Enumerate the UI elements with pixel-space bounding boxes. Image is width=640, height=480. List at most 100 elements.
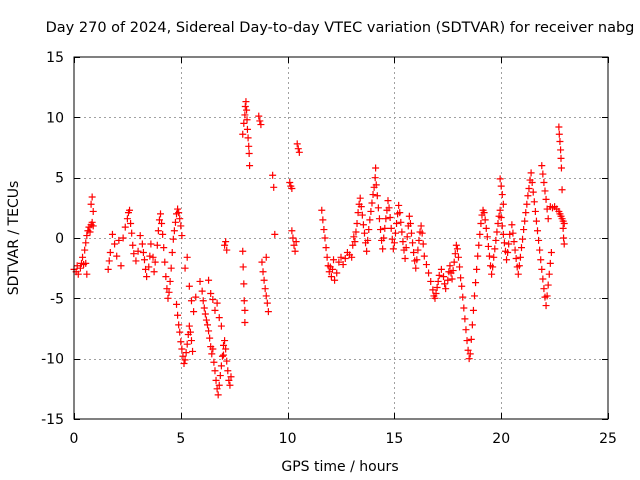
data-point xyxy=(560,220,568,228)
data-point xyxy=(167,264,175,272)
data-point xyxy=(522,209,530,217)
data-point xyxy=(220,351,228,359)
data-point xyxy=(260,276,268,284)
data-point xyxy=(512,255,520,263)
data-point xyxy=(519,235,527,243)
data-point xyxy=(531,207,539,215)
data-point xyxy=(536,246,544,254)
data-point xyxy=(128,229,136,237)
data-point xyxy=(292,238,300,246)
data-point xyxy=(178,345,186,353)
data-point xyxy=(557,154,565,162)
data-point xyxy=(239,130,247,138)
data-point xyxy=(149,253,157,261)
data-point xyxy=(161,258,169,266)
data-point xyxy=(489,263,497,271)
data-point xyxy=(175,209,183,217)
data-point xyxy=(496,206,504,214)
data-point xyxy=(262,253,270,261)
data-point xyxy=(373,192,381,200)
data-point xyxy=(158,220,166,228)
data-point xyxy=(555,123,563,131)
data-point xyxy=(409,239,417,247)
data-point xyxy=(262,292,270,300)
data-point xyxy=(157,210,165,218)
data-point xyxy=(196,277,204,285)
data-point xyxy=(417,222,425,230)
data-point xyxy=(396,209,404,217)
data-point xyxy=(484,242,492,250)
data-point xyxy=(108,230,116,238)
data-point xyxy=(388,235,396,243)
data-point xyxy=(244,134,252,142)
data-point xyxy=(475,241,483,249)
data-point xyxy=(123,215,131,223)
data-point xyxy=(540,285,548,293)
data-point xyxy=(422,261,430,269)
data-point xyxy=(183,340,191,348)
data-point xyxy=(187,337,195,345)
data-point xyxy=(214,391,222,399)
data-point xyxy=(560,234,568,242)
data-point xyxy=(511,246,519,254)
data-point xyxy=(365,226,373,234)
data-point xyxy=(360,229,368,237)
data-point xyxy=(449,267,457,275)
data-point xyxy=(243,106,251,114)
data-point xyxy=(384,197,392,205)
data-point xyxy=(425,269,433,277)
data-point xyxy=(402,244,410,252)
data-point xyxy=(151,258,159,266)
data-point xyxy=(372,181,380,189)
data-point xyxy=(211,306,219,314)
data-point xyxy=(241,111,249,119)
data-point xyxy=(363,247,371,255)
data-point xyxy=(538,265,546,273)
data-point xyxy=(491,245,499,253)
data-point xyxy=(431,294,439,302)
data-point xyxy=(217,362,225,370)
data-point xyxy=(76,264,84,272)
data-point xyxy=(453,245,461,253)
data-point xyxy=(523,200,531,208)
data-point xyxy=(239,247,247,255)
x-tick-label: 20 xyxy=(492,431,510,447)
data-point xyxy=(82,259,90,267)
data-point xyxy=(469,306,477,314)
data-point xyxy=(208,350,216,358)
data-point xyxy=(456,263,464,271)
data-point xyxy=(542,195,550,203)
data-point xyxy=(359,221,367,229)
data-point xyxy=(145,263,153,271)
data-point xyxy=(474,252,482,260)
data-point xyxy=(189,347,197,355)
data-point xyxy=(190,308,198,316)
data-point xyxy=(560,240,568,248)
data-point xyxy=(374,204,382,212)
data-point xyxy=(493,228,501,236)
data-point xyxy=(335,258,343,266)
data-point xyxy=(544,281,552,289)
data-point xyxy=(467,335,475,343)
data-point xyxy=(81,246,89,254)
data-point xyxy=(465,355,473,363)
data-point xyxy=(437,265,445,273)
data-point xyxy=(327,273,335,281)
data-point xyxy=(539,275,547,283)
data-point xyxy=(473,265,481,273)
data-point xyxy=(364,236,372,244)
data-point xyxy=(387,224,395,232)
data-point xyxy=(510,238,518,246)
data-point xyxy=(371,174,379,182)
data-point xyxy=(192,293,200,301)
data-point xyxy=(221,337,229,345)
data-point xyxy=(225,376,233,384)
data-point xyxy=(477,220,485,228)
data-point xyxy=(258,258,266,266)
data-point xyxy=(139,248,147,256)
data-point xyxy=(339,261,347,269)
data-point xyxy=(113,252,121,260)
data-point xyxy=(349,241,357,249)
data-point xyxy=(543,292,551,300)
data-point xyxy=(341,255,349,263)
